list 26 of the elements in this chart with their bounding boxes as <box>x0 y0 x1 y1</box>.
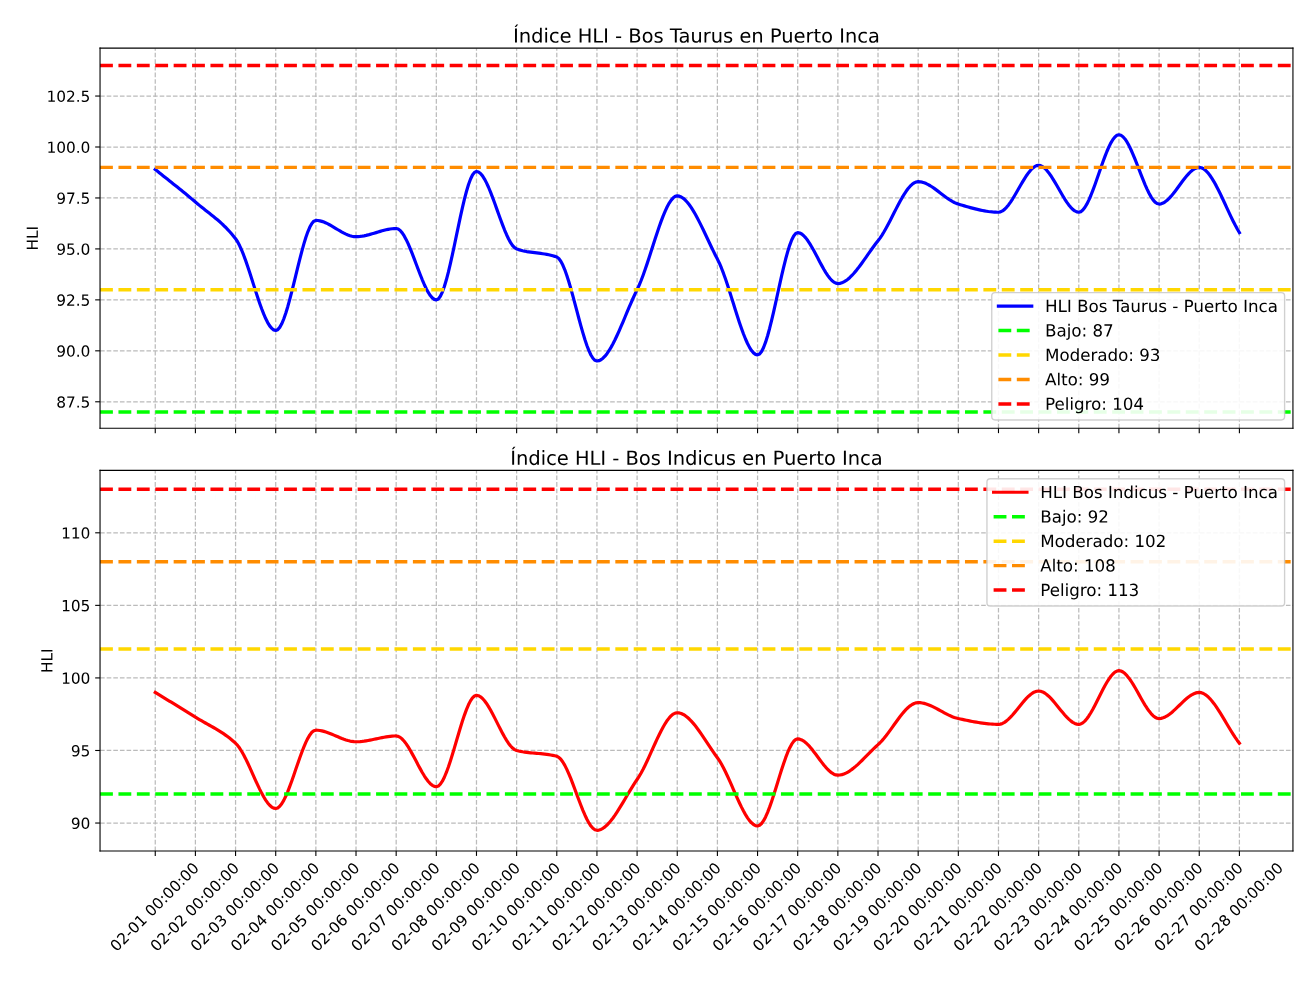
chart-title: Índice HLI - Bos Taurus en Puerto Inca <box>514 24 879 43</box>
legend-label: Peligro: 113 <box>1041 583 1138 600</box>
y-tick-label: 95.0 <box>57 243 90 255</box>
y-tick-label: 100.0 <box>48 141 90 154</box>
legend-label: Moderado: 102 <box>1041 534 1165 548</box>
y-tick-label: 90.0 <box>57 345 90 357</box>
legend-label: HLI Bos Taurus - Puerto Inca <box>1046 299 1277 313</box>
legend-label: Alto: 99 <box>1045 372 1109 386</box>
y-axis-title: HLI <box>26 227 38 249</box>
y-tick-label: 90 <box>71 817 90 830</box>
y-tick-label: 102.5 <box>48 90 89 103</box>
y-tick-label: 100 <box>62 672 90 684</box>
y-axis-title: HLI <box>41 649 53 672</box>
y-tick-label: 110 <box>62 527 90 539</box>
ref-line-label: Alto: 108 <box>1040 558 1115 572</box>
legend-label: Bajo: 87 <box>1046 323 1113 340</box>
legend-label: Moderado: 93 <box>1046 348 1160 362</box>
legend-label: HLI Bos Indicus - Puerto Inca <box>1041 485 1277 499</box>
chart-title: Índice HLI - Bos Indicus en Puerto Inca <box>511 446 881 466</box>
y-tick-label: 97.5 <box>57 192 89 204</box>
y-tick-label: 105 <box>62 599 89 612</box>
legend-label: Peligro: 104 <box>1046 397 1144 414</box>
legend-label: Bajo: 92 <box>1041 509 1108 526</box>
y-tick-label: 92.5 <box>57 294 89 306</box>
y-tick-label: 95 <box>71 744 89 757</box>
y-tick-label: 87.5 <box>57 396 89 408</box>
